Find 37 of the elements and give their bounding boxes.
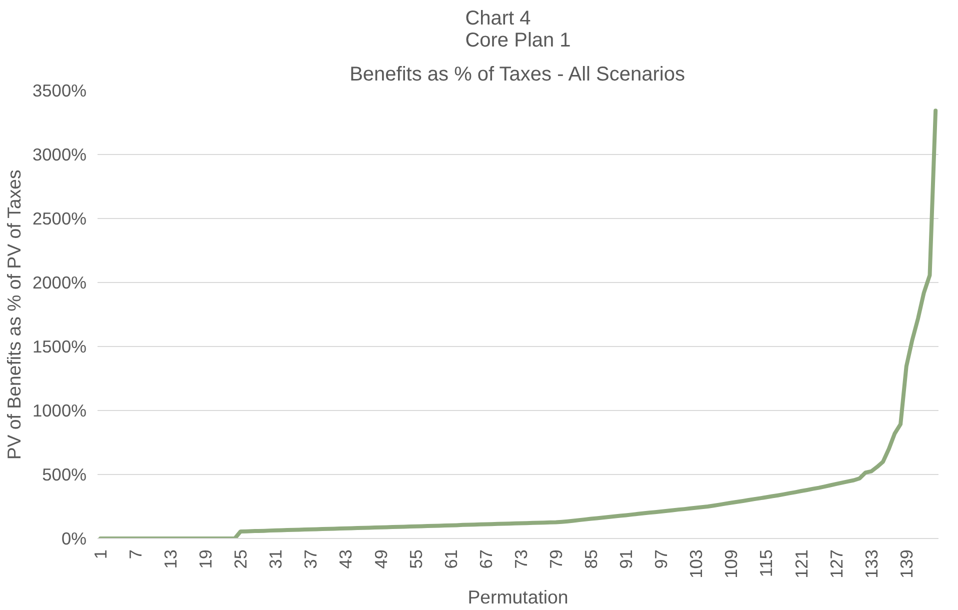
x-tick-label: 79 [546, 549, 566, 569]
x-tick-label: 67 [476, 549, 496, 569]
x-tick-label: 139 [896, 549, 916, 578]
x-tick-label: 1 [90, 549, 110, 560]
x-tick-label: 13 [160, 549, 181, 569]
chart-subtitle: Benefits as % of Taxes - All Scenarios [350, 64, 685, 86]
x-tick-label: 133 [861, 549, 882, 578]
x-tick-label: 7 [125, 549, 146, 560]
x-tick-label: 73 [510, 549, 531, 569]
x-axis-title: Permutation [468, 586, 568, 608]
chart-title: Chart 4 Core Plan 1 [465, 8, 571, 52]
x-tick-label: 31 [266, 549, 286, 569]
x-tick-label: 103 [686, 549, 706, 578]
x-tick-label: 19 [196, 549, 216, 569]
x-tick-label: 115 [756, 549, 776, 578]
x-tick-label: 37 [300, 549, 321, 569]
x-tick-label: 109 [721, 549, 742, 578]
y-axis-title: PV of Benefits as % of PV of Taxes [4, 170, 25, 460]
x-tick-label: 55 [406, 549, 426, 569]
y-tick-label: 1000% [32, 400, 87, 420]
line-series [98, 108, 938, 538]
x-tick-label: 91 [616, 549, 636, 569]
y-tick-label: 500% [42, 464, 87, 484]
y-tick-label: 0% [61, 528, 86, 548]
x-tick-label: 121 [791, 549, 812, 578]
y-tick-label: 3000% [32, 144, 87, 164]
y-tick-label: 2500% [32, 208, 87, 228]
x-tick-label: 127 [826, 549, 846, 578]
y-tick-label: 3500% [32, 80, 87, 100]
x-tick-label: 61 [440, 549, 461, 569]
y-tick-label: 2000% [32, 272, 87, 292]
x-tick-label: 97 [651, 549, 672, 569]
x-tick-label: 25 [230, 549, 251, 569]
y-tick-label: 1500% [32, 336, 87, 356]
x-tick-label: 49 [370, 549, 391, 569]
x-tick-label: 85 [581, 549, 602, 569]
x-tick-label: 43 [336, 549, 356, 569]
